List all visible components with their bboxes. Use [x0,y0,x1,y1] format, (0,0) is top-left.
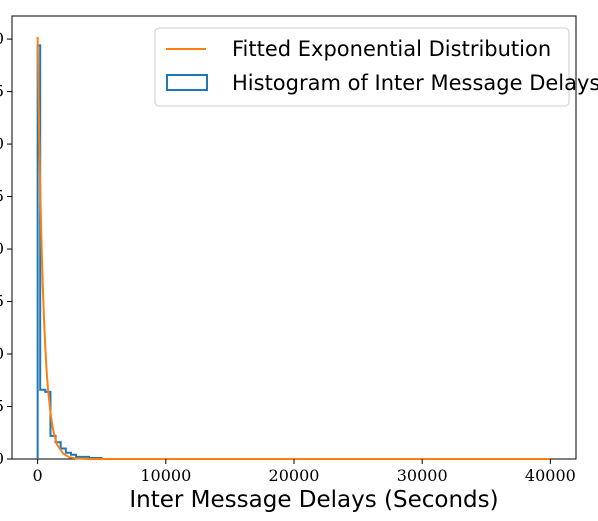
x-tick-label: 0 [33,466,43,485]
y-tick-label: 0.0075 [0,292,4,311]
series-layer [36,36,551,460]
y-tick-label: 0.0150 [0,134,4,153]
ticks-layer: 0 10000 20000 30000 40000 0.0000 0.0025 0.0050 0… [0,29,576,485]
legend-box [154,27,570,107]
x-tick-label: 30000 [397,466,448,485]
legend-hist-swatch [166,74,208,91]
y-tick-label: 0.0000 [0,449,4,468]
x-tick-label: 10000 [140,466,191,485]
fitted-exponential-series [36,36,551,460]
y-tick-label: 0.0125 [0,187,4,206]
x-tick-label: 40000 [525,466,576,485]
y-tick-label: 0.0175 [0,82,4,101]
histogram-series [36,44,551,460]
legend-label-histogram: Histogram of Inter Message Delays [232,71,598,95]
y-tick-label: 0.0025 [0,397,4,416]
x-tick-label: 20000 [269,466,320,485]
y-tick-label: 0.0050 [0,344,4,363]
x-axis-label: Inter Message Delays (Seconds) [129,487,498,513]
legend: Fitted Exponential Distribution Histogra… [154,27,598,107]
legend-label-fitted: Fitted Exponential Distribution [232,37,551,61]
